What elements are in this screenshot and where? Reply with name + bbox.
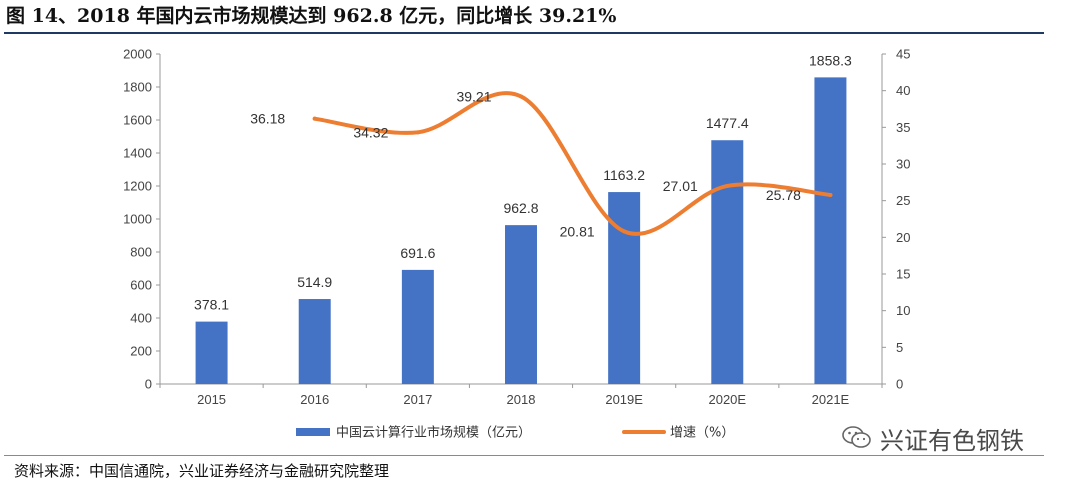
right-tick-label: 10 (896, 303, 910, 318)
right-tick-label: 25 (896, 193, 910, 208)
bar (814, 77, 847, 385)
growth-point (312, 116, 317, 121)
x-tick-label: 2021E (812, 392, 850, 407)
growth-point (519, 94, 523, 99)
growth-point (828, 192, 833, 197)
growth-value-label: 20.81 (560, 223, 595, 239)
bar (711, 140, 744, 384)
right-tick-label: 40 (896, 83, 910, 98)
right-tick-label: 35 (896, 120, 910, 135)
left-tick-label: 1200 (123, 179, 152, 194)
left-tick-label: 200 (130, 344, 152, 359)
bar (401, 269, 434, 384)
bar (298, 299, 331, 384)
growth-value-label: 27.01 (663, 178, 698, 194)
wechat-icon (842, 426, 871, 448)
bar-value-label: 691.6 (400, 245, 435, 261)
x-tick-label: 2020E (708, 392, 746, 407)
bar (195, 321, 228, 384)
left-tick-label: 600 (130, 278, 152, 293)
growth-point (622, 229, 627, 234)
bar-value-label: 1477.4 (706, 115, 749, 131)
x-tick-label: 2016 (300, 392, 329, 407)
watermark-text: 兴证有色钢铁 (880, 426, 1024, 455)
x-tick-label: 2019E (605, 392, 643, 407)
growth-point (725, 183, 730, 188)
growth-value-label: 36.18 (250, 111, 285, 127)
legend-line-label: 增速（%） (670, 426, 734, 441)
left-tick-label: 2000 (123, 47, 152, 62)
bar-value-label: 962.8 (503, 200, 538, 216)
bar (505, 225, 537, 384)
left-tick-label: 0 (145, 377, 152, 392)
source-note: 资料来源：中国信通院，兴业证券经济与金融研究院整理 (14, 462, 390, 480)
x-tick-label: 2015 (197, 392, 226, 407)
left-tick-label: 1800 (123, 80, 152, 95)
right-tick-label: 0 (896, 377, 903, 392)
watermark: 兴证有色钢铁 (842, 420, 1024, 456)
title-rule (4, 32, 1044, 34)
growth-value-label: 25.78 (766, 187, 801, 203)
x-tick-label: 2017 (403, 392, 432, 407)
left-tick-label: 800 (130, 245, 152, 260)
right-tick-label: 15 (896, 267, 910, 282)
legend-bar-label: 中国云计算行业市场规模（亿元） (336, 425, 531, 441)
bar-value-label: 514.9 (297, 274, 332, 290)
left-tick-label: 400 (130, 311, 152, 326)
left-tick-label: 1000 (123, 212, 152, 227)
figure-title: 图 14、2018 年国内云市场规模达到 962.8 亿元，同比增长 39.21… (6, 5, 617, 27)
bar-value-label: 378.1 (194, 297, 229, 313)
growth-point (415, 130, 420, 135)
legend-bar-swatch (296, 428, 330, 436)
x-tick-label: 2018 (507, 392, 536, 407)
growth-value-label: 39.21 (456, 88, 491, 104)
right-tick-label: 20 (896, 230, 910, 245)
growth-line (312, 91, 833, 236)
left-tick-label: 1400 (123, 146, 152, 161)
bar-value-label: 1858.3 (809, 52, 852, 68)
right-tick-label: 30 (896, 157, 910, 172)
right-tick-label: 5 (896, 340, 903, 355)
left-tick-label: 1600 (123, 113, 152, 128)
growth-value-label: 34.32 (353, 124, 388, 140)
source-rule (4, 455, 1044, 456)
right-tick-label: 45 (896, 47, 910, 62)
bar-value-label: 1163.2 (603, 167, 645, 183)
